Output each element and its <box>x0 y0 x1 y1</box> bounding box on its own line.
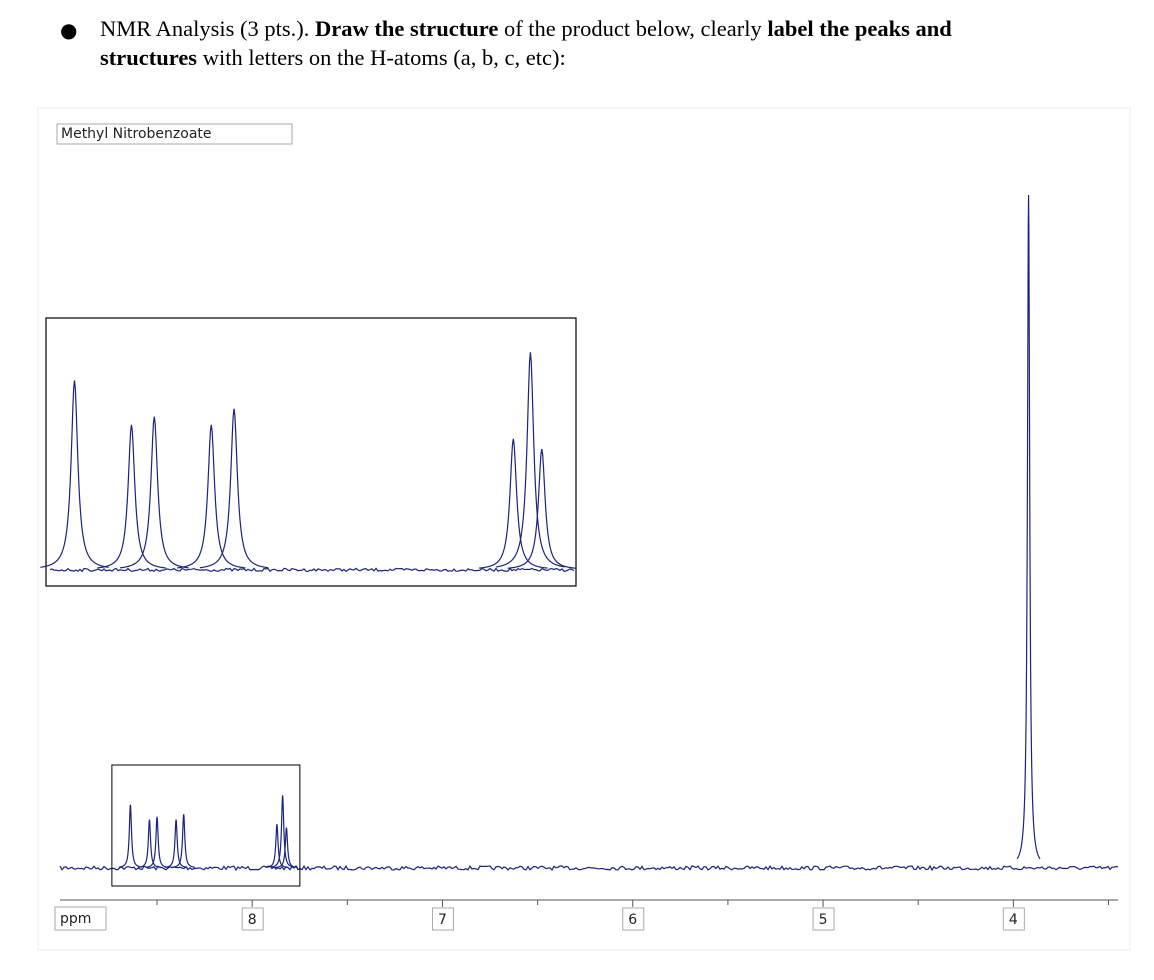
x-tick-label: 7 <box>438 912 447 928</box>
peak <box>145 816 169 868</box>
title: Methyl Nitrobenzoate <box>61 126 212 142</box>
peak <box>274 827 298 869</box>
x-axis-label: ppm <box>60 911 91 927</box>
zoom-region <box>111 764 301 887</box>
bold-text: label the peaks and <box>767 16 952 41</box>
x-tick-label: 6 <box>628 912 637 928</box>
peak <box>265 824 289 869</box>
peak <box>164 819 188 868</box>
bullet: ● <box>60 18 78 42</box>
bold-text: Draw the structure <box>315 16 499 41</box>
inset-peak <box>120 416 189 569</box>
tick-box <box>812 907 835 931</box>
inset-peak <box>507 448 577 569</box>
instruction-line: structures with letters on the H-atoms (… <box>100 45 566 71</box>
tick-box <box>622 907 645 931</box>
inset-peak <box>496 352 565 568</box>
unit-box <box>54 906 107 931</box>
inset-peak <box>97 424 166 569</box>
inset-peak <box>479 438 548 569</box>
title-box <box>56 123 293 145</box>
bold-text: structures <box>100 45 198 70</box>
tick-box <box>1002 907 1025 931</box>
instruction-line: NMR Analysis (3 pts.). Draw the structur… <box>100 16 952 42</box>
x-tick-label: 5 <box>819 912 828 928</box>
peak <box>172 814 196 868</box>
inset-peak <box>199 408 269 569</box>
inset-baseline <box>49 567 575 573</box>
inset-frame <box>45 317 577 587</box>
text: NMR Analysis (3 pts.). <box>100 16 316 41</box>
peak <box>118 804 142 868</box>
text: with letters on the H-atoms (a, b, c, et… <box>197 45 566 70</box>
baseline <box>59 864 1119 872</box>
peak <box>271 795 295 868</box>
x-tick-label: 8 <box>248 912 257 928</box>
inset-peak <box>177 424 246 569</box>
peak <box>1016 194 1041 860</box>
peak <box>137 819 161 868</box>
text: of the product below, clearly <box>498 16 768 41</box>
x-tick-label: 4 <box>1009 912 1018 928</box>
tick-box <box>431 907 454 931</box>
inset-peak <box>40 380 109 568</box>
tick-box <box>241 907 264 931</box>
